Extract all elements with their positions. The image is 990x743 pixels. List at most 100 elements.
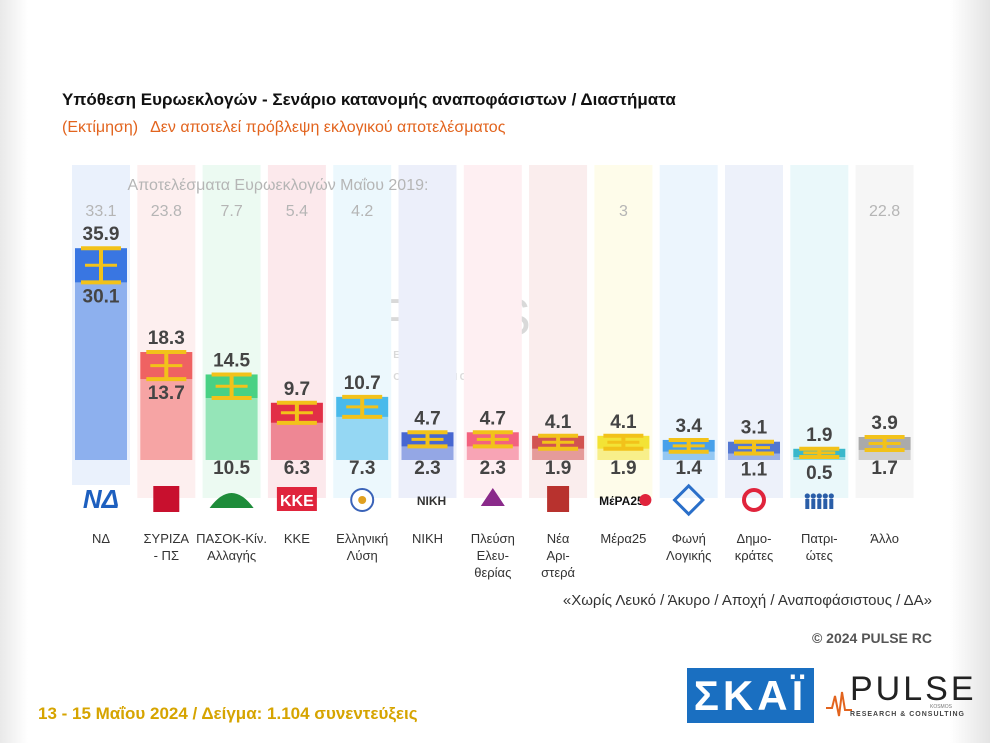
range-bar-chart: 35.9 30.1 33.1 ΝΔ ΝΔ 18.3 13.7 23.8 ΣΥΡΙΖΑ - ΠΣ 14… (71, 165, 911, 580)
mera25-logo-icon (639, 494, 652, 506)
category-label: στερά (541, 565, 575, 580)
foni-logikis-logo-icon (672, 483, 705, 517)
value-label-low: 2.3 (480, 458, 506, 479)
value-label-low: 1.9 (545, 458, 571, 479)
pulse-logo-kosmos: KOSMOS (930, 704, 952, 710)
result-2019-label: 4.2 (351, 203, 373, 220)
plefsi-logo-icon (480, 488, 505, 506)
patriotes-logo-icon (804, 493, 810, 499)
bar-low (336, 416, 389, 460)
category-label: Φωνή (672, 531, 706, 546)
value-label-low: 7.3 (349, 458, 375, 479)
bar-low (728, 453, 780, 460)
niki-logo-text: ΝΙΚΗ (417, 494, 446, 508)
category-label: - ΠΣ (154, 548, 179, 563)
value-label-high: 3.9 (871, 413, 897, 434)
value-label-high: 4.7 (480, 408, 506, 429)
category-label: Λύση (347, 548, 378, 563)
pulse-logo-word: PULSE (850, 670, 977, 708)
category-label: Ελευ- (477, 548, 509, 563)
nea-aristera-logo-icon (547, 486, 570, 512)
syriza-logo-icon (153, 486, 180, 512)
category-label: θερίας (474, 565, 511, 580)
value-label-low: 1.7 (871, 458, 897, 479)
value-label-high: 35.9 (83, 224, 120, 245)
value-label-high: 18.3 (148, 328, 185, 349)
kke-logo-text: ΚΚΕ (280, 493, 314, 510)
subtitle-disclaimer: Δεν αποτελεί πρόβλεψη εκλογικού αποτελέσ… (150, 119, 506, 136)
bar-low (270, 422, 323, 460)
patriotes-logo-icon (828, 493, 834, 499)
category-label: ΣΥΡΙΖΑ (143, 531, 189, 546)
value-label-low: 2.3 (414, 458, 440, 479)
category-label: Λογικής (666, 548, 711, 563)
chart-title: Υπόθεση Ευρωεκλογών - Σενάριο κατανομής … (62, 90, 676, 109)
bar-low (858, 449, 911, 460)
kke-logo-icon (276, 487, 317, 511)
value-label-high: 4.1 (545, 412, 572, 433)
result-2019-label: 23.8 (151, 203, 182, 220)
bar-low (75, 282, 127, 460)
result-2019-label: 7.7 (220, 203, 242, 220)
category-label: Πατρι- (801, 531, 838, 546)
category-label: ΝΔ (92, 531, 110, 546)
skai-logo: ΣΚΑΪ (687, 668, 814, 723)
mera25-logo-text: ΜέΡΑ25 (599, 494, 644, 508)
value-label-high: 9.7 (284, 379, 310, 400)
value-label-high: 1.9 (806, 425, 832, 446)
value-label-high: 14.5 (213, 350, 250, 371)
patriotes-logo-figure (829, 499, 834, 509)
value-label-low: 0.5 (806, 463, 833, 484)
value-label-high: 4.1 (610, 412, 637, 433)
patriotes-logo-figure (811, 499, 816, 509)
category-label: Αλλαγής (207, 548, 256, 563)
patriotes-logo-icon (816, 493, 822, 499)
bar-low (140, 379, 193, 460)
category-label: Πλεύση (471, 531, 515, 546)
value-label-low: 30.1 (83, 286, 120, 307)
category-label: κράτες (735, 548, 774, 563)
exclusion-note: «Χωρίς Λευκό / Άκυρο / Αποχή / Αναποφάσι… (562, 592, 932, 609)
bar-low (532, 448, 585, 460)
bar-low (597, 448, 650, 460)
chart-subtitle: (Εκτίμηση) Δεν αποτελεί πρόβλεψη εκλογικο… (62, 119, 505, 137)
result-2019-label: 22.8 (869, 203, 900, 220)
survey-footer: 13 - 15 Μαΐου 2024 / Δείγμα: 1.104 συνεν… (38, 704, 418, 723)
category-label: ΠΑΣΟΚ-Κίν. (196, 531, 267, 546)
value-label-low: 10.5 (213, 458, 250, 479)
category-label: Δημο- (737, 531, 772, 546)
nd-logo-icon (71, 485, 131, 511)
value-label-low: 1.9 (610, 458, 636, 479)
value-label-low: 1.4 (675, 458, 702, 479)
left-shade (0, 0, 28, 743)
nd-logo-text: ΝΔ (83, 484, 119, 514)
value-label-high: 10.7 (344, 373, 381, 394)
category-label: Αρι- (546, 548, 569, 563)
elliniki-lysi-logo-center (358, 496, 367, 504)
copyright: © 2024 PULSE RC (811, 630, 932, 646)
pulse-logo-wave-icon (826, 691, 852, 717)
category-label: Μέρα25 (600, 531, 646, 546)
subtitle-estimate: (Εκτίμηση) (62, 119, 139, 136)
pulse-logo: PULSE KOSMOS RESEARCH & CONSULTING (826, 670, 974, 725)
value-label-low: 13.7 (148, 383, 185, 404)
category-label: Άλλο (870, 531, 899, 546)
value-label-high: 4.7 (414, 408, 440, 429)
result-2019-label: 33.1 (85, 203, 116, 220)
column-background (790, 165, 849, 498)
value-label-high: 3.4 (675, 416, 702, 437)
value-label-low: 1.1 (741, 460, 768, 481)
prior-results-label: Αποτελέσματα Ευρωεκλογών Μαΐου 2019: (128, 177, 429, 194)
patriotes-logo-figure (823, 499, 828, 509)
value-label-high: 3.1 (741, 418, 768, 439)
patriotes-logo-figure (817, 499, 822, 509)
category-label: Ελληνική (336, 531, 388, 546)
bar-low (662, 451, 715, 460)
category-label: ΝΙΚΗ (412, 531, 443, 546)
patriotes-logo-figure (805, 499, 810, 509)
value-label-low: 6.3 (284, 458, 310, 479)
pasok-logo-icon (209, 493, 254, 508)
right-shade (950, 0, 990, 743)
category-label: Νέα (547, 531, 570, 546)
